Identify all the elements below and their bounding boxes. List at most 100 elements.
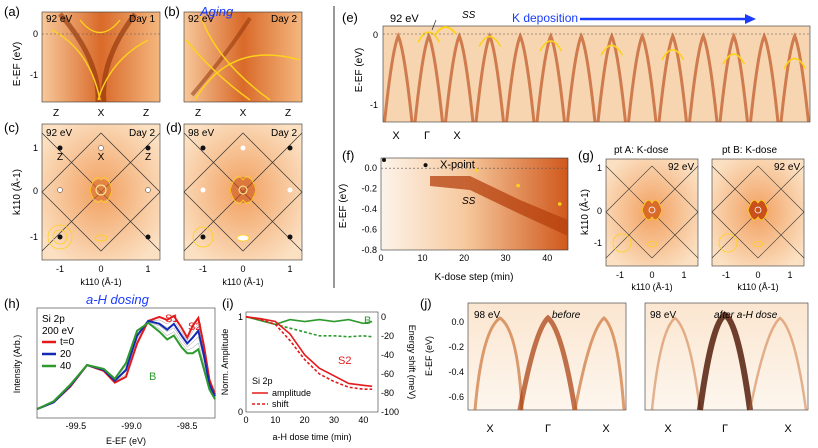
panel-g-xlabel-b: k110 (Å-1)	[737, 282, 778, 292]
panel-c-xlabel: k110 (Å-1)	[80, 277, 121, 287]
x-point-marker	[423, 163, 428, 168]
panel-a-xtick-2: Z	[143, 108, 149, 119]
ss-band-mark	[539, 40, 563, 52]
panel-c-point-1: X	[98, 152, 105, 163]
panel-c-xtick-1: 0	[98, 264, 103, 274]
i-xtick: 40	[358, 415, 368, 425]
panel-j-ytick-2: -0.4	[448, 367, 464, 377]
panel-a-ylabel: E-EF (eV)	[12, 42, 23, 86]
panel-d-day: Day 2	[271, 128, 298, 139]
panel-i-s2: S2	[338, 355, 351, 367]
k-dose-cut	[505, 32, 536, 123]
k-dose-cut	[688, 32, 719, 123]
f-xtick: 20	[459, 253, 469, 263]
trace-b-amplitude	[245, 315, 373, 326]
spectrum-40	[36, 321, 216, 411]
panel-j-after: after a-H dose	[714, 310, 778, 321]
h-xtick: -99.5	[66, 421, 87, 431]
panel-g	[605, 158, 805, 267]
panel-a-energy: 92 eV	[46, 14, 72, 25]
f-ytick: -0.2	[361, 184, 377, 194]
panel-g-ytick-0: 1	[597, 163, 602, 173]
panel-e-title: K deposition	[512, 11, 578, 25]
panel-g-ytick-2: -1	[594, 238, 602, 248]
panel-g-ytick-1: 0	[597, 206, 602, 216]
panel-b-xtick-2: Z	[285, 108, 291, 119]
panel-c-day: Day 2	[129, 128, 156, 139]
panel-c-point-2: Z	[145, 152, 151, 163]
panel-c-energy: 92 eV	[46, 128, 72, 139]
panel-j-energy-r: 98 eV	[650, 310, 676, 321]
panel-j-ytick-3: -0.6	[448, 392, 464, 402]
panel-a-xtick-1: X	[98, 108, 105, 119]
ss-band-mark	[783, 57, 807, 69]
panel-c-xtick-2: 1	[145, 264, 150, 274]
trace-s2-amplitude	[245, 315, 373, 388]
i-xtick: 30	[329, 415, 339, 425]
i-y2tick: 0	[381, 312, 386, 322]
panel-g-energy-a: 92 eV	[668, 162, 694, 173]
panel-c-xtick-0: -1	[56, 264, 64, 274]
panel-j-xtick-5: X	[784, 423, 792, 435]
panel-j	[467, 302, 809, 411]
panel-e-label: (e)	[342, 10, 358, 25]
panel-f-legend: X-point	[440, 159, 475, 171]
panel-g-pt-a: pt A: K-dose	[614, 145, 669, 156]
panel-h-legend-2: 40	[60, 361, 72, 372]
ss-point	[474, 168, 479, 173]
panel-i-ylabel: Norm. Amplitude	[220, 329, 230, 396]
panel-c-ytick-1: 0	[33, 186, 38, 196]
i-xtick: 20	[300, 415, 310, 425]
panel-g-xtick-5: 1	[787, 270, 792, 280]
panel-i-b: B	[364, 315, 371, 327]
x-point-marker	[382, 158, 386, 163]
panel-g-ylabel: k110 (Å-1)	[578, 189, 591, 235]
panel-f-xlabel: K-dose step (min)	[435, 272, 514, 283]
k-dose-cut	[383, 32, 414, 123]
i-y2tick: -80	[381, 388, 394, 398]
panel-a-ytick-1: -1	[30, 70, 38, 80]
k-dose-cut	[627, 32, 658, 123]
i-xtick: 0	[243, 415, 248, 425]
panel-b-energy: 92 eV	[188, 14, 214, 25]
panel-e-ss: SS	[462, 10, 476, 21]
panel-j-ytick-0: 0.0	[451, 317, 464, 327]
i-ytick: 1	[238, 312, 243, 322]
panel-e-ytick-1: -1	[370, 100, 378, 110]
panel-d-label: (d)	[166, 120, 182, 135]
panel-e-ytick-0: 0	[373, 30, 378, 40]
k-dose-cut	[535, 32, 566, 123]
k-dose-cut	[444, 32, 475, 123]
panel-j-label: (j)	[420, 296, 432, 311]
i-y2tick: -40	[381, 350, 394, 360]
panel-h-legend-0: t=0	[60, 337, 75, 348]
panel-i-legend-1: shift	[272, 399, 289, 409]
panel-c-ytick-2: -1	[30, 232, 38, 242]
panel-e-xtick-0: X	[392, 130, 400, 142]
panel-j-xtick-3: X	[664, 423, 672, 435]
ss-band-mark	[417, 31, 441, 43]
panel-j-ylabel: E-EF (eV)	[424, 336, 434, 376]
panel-b-day: Day 2	[271, 14, 298, 25]
panel-d-xtick-2: 1	[287, 264, 292, 274]
i-y2tick: -100	[381, 407, 399, 417]
panel-e-xtick-2: X	[453, 130, 461, 142]
panel-e-ylabel: E-EF (eV)	[354, 48, 365, 92]
h-xtick: -99.0	[121, 421, 142, 431]
panel-j-xtick-0: X	[486, 423, 494, 435]
panel-d-xtick-1: 0	[240, 264, 245, 274]
f-xtick: 30	[501, 253, 511, 263]
panel-e-energy: 92 eV	[390, 13, 419, 25]
f-ytick: -0.4	[361, 204, 377, 214]
panel-j-ytick-1: -0.2	[448, 342, 464, 352]
panel-h-xlabel: E-EF (eV)	[106, 436, 146, 446]
k-dose-cut	[566, 32, 597, 123]
panel-h-b: B	[149, 371, 156, 383]
panel-d-xtick-0: -1	[199, 264, 207, 274]
panel-e-xtick-1: Γ	[424, 130, 430, 142]
panel-a	[41, 11, 161, 103]
panel-g-xtick-3: -1	[722, 270, 730, 280]
panel-a-label: (a)	[4, 4, 20, 19]
panel-h-energy: 200 eV	[42, 326, 74, 337]
